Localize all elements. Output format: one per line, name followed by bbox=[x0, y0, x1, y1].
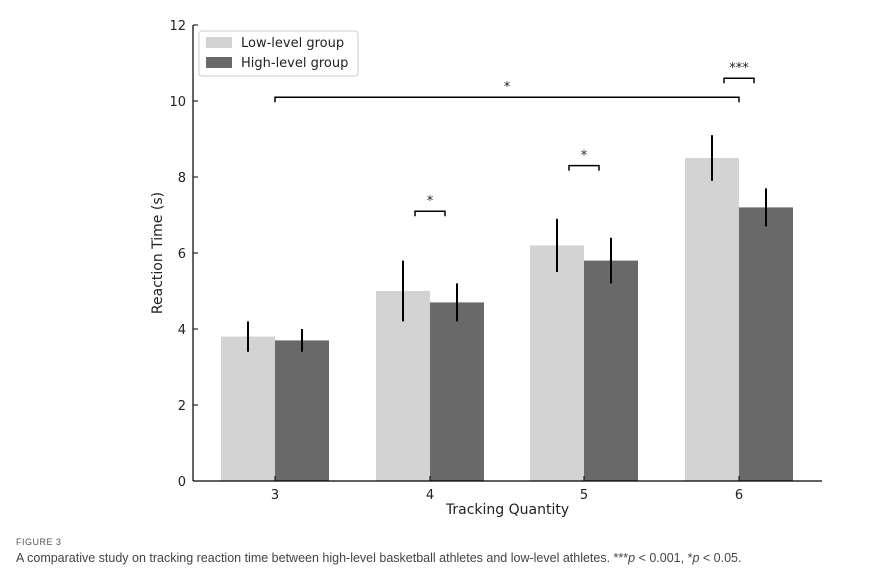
y-tick-label-10: 10 bbox=[169, 95, 186, 110]
caption-p-1: p bbox=[628, 551, 636, 565]
significance-label-4: * bbox=[504, 80, 511, 95]
significance-bracket-1 bbox=[414, 210, 446, 217]
caption-p-2: p bbox=[692, 551, 700, 565]
x-axis-title: Tracking Quantity bbox=[445, 502, 569, 518]
bar-high-5 bbox=[584, 260, 638, 481]
y-tick-label-6: 6 bbox=[178, 247, 186, 262]
significance-label-3: *** bbox=[729, 61, 749, 76]
bar-low-5 bbox=[530, 245, 584, 481]
caption-end: < 0.05. bbox=[699, 551, 742, 565]
y-tick-label-8: 8 bbox=[178, 171, 186, 186]
x-tick-label-6: 6 bbox=[735, 488, 743, 503]
caption-main: A comparative study on tracking reaction… bbox=[16, 551, 629, 565]
significance-label-2: * bbox=[581, 149, 588, 164]
bar-high-4 bbox=[430, 302, 484, 481]
y-axis-title: Reaction Time (s) bbox=[150, 192, 166, 314]
caption-mid: < 0.001, * bbox=[635, 551, 693, 565]
legend-label-high: High-level group bbox=[241, 56, 348, 71]
x-tick-label-5: 5 bbox=[580, 488, 588, 503]
legend-swatch-high bbox=[206, 57, 232, 68]
y-tick-label-12: 12 bbox=[169, 19, 186, 34]
bar-low-6 bbox=[685, 158, 739, 481]
significance-bracket-4 bbox=[274, 96, 740, 103]
bar-low-4 bbox=[376, 291, 430, 481]
bar-high-3 bbox=[275, 340, 329, 481]
x-tick-label-3: 3 bbox=[271, 488, 279, 503]
figure-label: FIGURE 3 bbox=[16, 537, 62, 547]
legend-swatch-low bbox=[206, 37, 232, 48]
figure-caption: A comparative study on tracking reaction… bbox=[16, 551, 741, 565]
y-tick-label-2: 2 bbox=[178, 399, 186, 414]
y-tick-label-4: 4 bbox=[178, 323, 186, 338]
reaction-time-bar-chart: 0 2 4 6 8 10 12 3 4 5 6 Tracking Quantity Reaction T… bbox=[150, 19, 822, 518]
legend-box bbox=[198, 30, 359, 77]
y-tick-label-0: 0 bbox=[178, 475, 186, 490]
significance-bracket-3 bbox=[723, 77, 755, 84]
bar-high-6 bbox=[739, 207, 793, 481]
significance-bracket-2 bbox=[568, 164, 600, 171]
bar-low-3 bbox=[221, 336, 275, 481]
legend-label-low: Low-level group bbox=[241, 36, 344, 51]
x-tick-label-4: 4 bbox=[426, 488, 434, 503]
significance-label-1: * bbox=[427, 194, 434, 209]
